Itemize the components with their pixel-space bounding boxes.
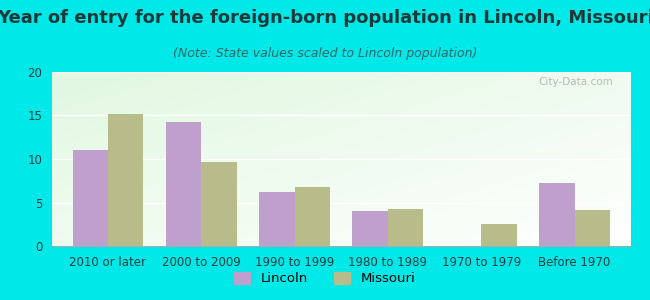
Text: Year of entry for the foreign-born population in Lincoln, Missouri: Year of entry for the foreign-born popul… xyxy=(0,9,650,27)
Bar xyxy=(108,114,144,246)
Bar xyxy=(352,211,388,246)
Bar xyxy=(166,122,202,246)
Bar xyxy=(575,210,610,246)
Bar xyxy=(481,224,517,246)
Text: (Note: State values scaled to Lincoln population): (Note: State values scaled to Lincoln po… xyxy=(173,46,477,59)
Bar xyxy=(388,209,423,246)
Bar xyxy=(259,192,294,246)
Bar xyxy=(202,163,237,246)
Bar xyxy=(539,183,575,246)
Bar xyxy=(294,187,330,246)
Legend: Lincoln, Missouri: Lincoln, Missouri xyxy=(229,266,421,290)
Text: City-Data.com: City-Data.com xyxy=(538,77,613,87)
Bar xyxy=(73,150,108,246)
